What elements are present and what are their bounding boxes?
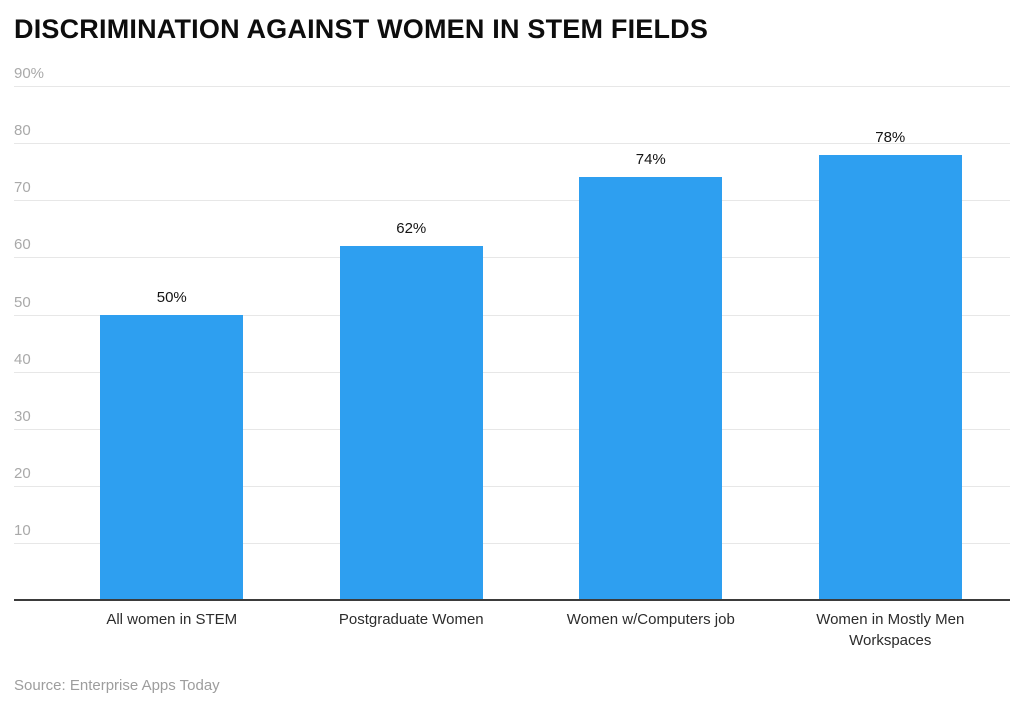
gridline	[14, 542, 1010, 544]
gridline	[14, 143, 1010, 145]
gridline	[14, 485, 1010, 487]
gridline	[14, 86, 1010, 88]
bar	[100, 314, 244, 599]
gridline	[14, 428, 1010, 430]
y-tick-label: 20	[14, 464, 31, 482]
gridline	[14, 257, 1010, 259]
bar	[579, 177, 723, 599]
y-tick-label: 80	[14, 122, 31, 140]
source-note: Source: Enterprise Apps Today	[14, 677, 220, 694]
bar-value-label: 74%	[635, 151, 666, 169]
x-tick-label: All women in STEM	[106, 611, 238, 628]
y-tick-label: 50	[14, 293, 31, 311]
chart-title: DISCRIMINATION AGAINST WOMEN IN STEM FIE…	[14, 14, 709, 44]
bar-value-label: 78%	[875, 128, 906, 146]
bar	[339, 245, 483, 599]
gridline	[14, 200, 1010, 202]
y-tick-label: 70	[14, 179, 31, 197]
y-tick-label: 10	[14, 521, 31, 539]
gridline	[14, 314, 1010, 316]
y-tick-label: 30	[14, 407, 31, 425]
y-tick-label: 90%	[14, 65, 45, 83]
gridline	[14, 371, 1010, 373]
x-tick-label: Postgraduate Women	[338, 611, 484, 628]
y-tick-label: 40	[14, 350, 31, 368]
x-tick-label: Women w/Computers job	[566, 611, 735, 628]
x-tick-label: Women in Mostly Men Workspaces	[816, 611, 965, 649]
x-axis-line	[14, 599, 1010, 601]
y-tick-label: 60	[14, 236, 31, 254]
bar	[818, 154, 962, 599]
bar-value-label: 50%	[156, 288, 187, 306]
bar-value-label: 62%	[396, 219, 427, 237]
